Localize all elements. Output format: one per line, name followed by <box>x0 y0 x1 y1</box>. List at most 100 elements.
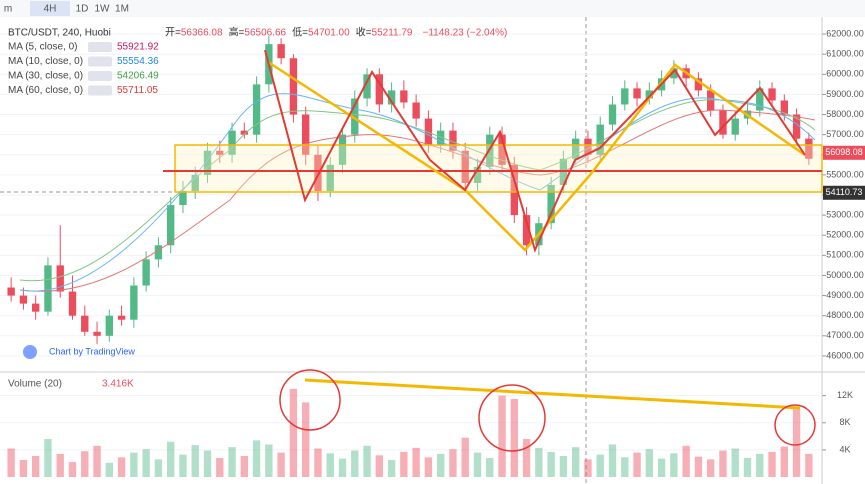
candle-body <box>707 90 715 111</box>
volume-bar <box>387 460 396 477</box>
volume-bar <box>486 458 494 477</box>
volume-bar <box>179 454 187 477</box>
candle-body <box>314 154 322 191</box>
ohlc-label: 开= <box>165 28 181 39</box>
volume-bar <box>277 452 285 477</box>
candle-body <box>694 78 703 91</box>
candle-body <box>363 74 371 99</box>
candle-body <box>32 303 40 312</box>
candle-body <box>768 88 776 101</box>
candle-body <box>228 130 236 155</box>
volume-bar <box>240 455 248 477</box>
toolbar-active <box>30 1 70 16</box>
volume-bar <box>535 447 543 477</box>
candle-body <box>424 118 433 145</box>
candle-body <box>547 184 555 224</box>
volume-circle <box>478 384 546 452</box>
candle-body <box>68 291 77 316</box>
volume-trend <box>304 378 801 410</box>
volume-bar <box>572 447 580 477</box>
volume-bar <box>424 457 433 477</box>
volume-bar <box>265 444 273 477</box>
candle-body <box>522 215 531 246</box>
candle-body <box>608 104 617 125</box>
volume-bar <box>694 456 703 477</box>
price-label-box <box>823 145 865 160</box>
volume-bar <box>633 452 641 477</box>
volume-bar <box>105 462 113 477</box>
volume-bar <box>756 453 764 477</box>
logo <box>23 345 37 359</box>
toolbar-button[interactable]: 4H <box>44 4 57 15</box>
candle-body <box>498 134 506 165</box>
toolbar-button[interactable]: m <box>4 4 12 15</box>
volume-bar <box>780 446 788 477</box>
ohlc-label: 高= <box>229 26 245 39</box>
candle-body <box>7 287 15 296</box>
ma-value: 55921.92 <box>117 42 159 53</box>
toolbar <box>0 0 865 17</box>
legend-icons[interactable] <box>88 42 112 52</box>
legend-icons[interactable] <box>88 85 112 96</box>
volume-bar <box>449 449 457 477</box>
volume-bar <box>400 451 408 477</box>
y-tick-label: 57000.00 <box>826 129 864 139</box>
candle-body <box>510 164 518 216</box>
volume-bar <box>68 462 77 477</box>
legend-icons[interactable] <box>88 71 112 81</box>
volume-bar <box>167 441 175 477</box>
candle-body <box>191 174 199 191</box>
volume-bar <box>412 447 420 477</box>
candle-body <box>277 44 285 59</box>
volume-bar <box>154 459 163 477</box>
volume-bar <box>437 453 445 477</box>
candle-body <box>93 331 101 336</box>
candle-body <box>56 265 64 292</box>
candle-body <box>449 130 457 151</box>
candles <box>7 36 813 477</box>
volume-bar <box>117 457 126 477</box>
volume-bar <box>32 455 40 477</box>
toolbar-button[interactable]: 1D <box>76 4 89 15</box>
candle-body <box>142 259 150 286</box>
ohlc-value: 56506.66 <box>244 28 286 39</box>
y-tick-label: 49000.00 <box>826 290 864 300</box>
volume-bar <box>596 454 604 477</box>
candle-body <box>805 138 813 159</box>
ma-name: MA (30, close, 0) <box>8 71 83 82</box>
ohlc-value: 55211.79 <box>372 28 413 39</box>
y-tick-label: 60000.00 <box>826 69 864 79</box>
candle-body <box>387 90 396 105</box>
ohlc-value: 56366.08 <box>181 28 223 39</box>
volume-bar <box>547 451 555 477</box>
toolbar-button[interactable]: 1W <box>95 4 111 15</box>
candle-body <box>645 90 653 99</box>
legend: BTC/USDT, 240, Huobi Volume (20) 3.416K … <box>8 26 507 390</box>
volume-bar <box>719 450 727 477</box>
y-tick-label: 51000.00 <box>826 250 864 260</box>
volume-tick-label: 8K <box>839 417 850 427</box>
volume-bar <box>289 388 298 477</box>
ma-name: MA (5, close, 0) <box>8 42 77 53</box>
legend-icons[interactable] <box>88 56 112 67</box>
y-tick-label: 59000.00 <box>826 89 864 99</box>
candle-body <box>473 166 482 183</box>
credit[interactable]: Chart by TradingView <box>49 346 135 356</box>
volume-bar <box>768 451 776 477</box>
y-tick-label: 58000.00 <box>826 109 864 119</box>
volume-bar <box>338 458 347 477</box>
drawings <box>19 49 823 452</box>
y-tick-label: 62000.00 <box>826 28 864 38</box>
chart-title: BTC/USDT, 240, Huobi <box>8 28 111 39</box>
toolbar-button[interactable]: 1M <box>115 4 129 15</box>
volume-bar <box>645 449 653 477</box>
volume-axis <box>823 373 865 484</box>
candle-body <box>203 150 212 175</box>
ma-line <box>19 109 816 292</box>
volume-bar <box>522 439 531 477</box>
candle-body <box>326 164 334 191</box>
volume-bar <box>56 453 64 477</box>
y-tick-label: 46000.00 <box>826 350 864 360</box>
y-tick-label: 52000.00 <box>826 230 864 240</box>
